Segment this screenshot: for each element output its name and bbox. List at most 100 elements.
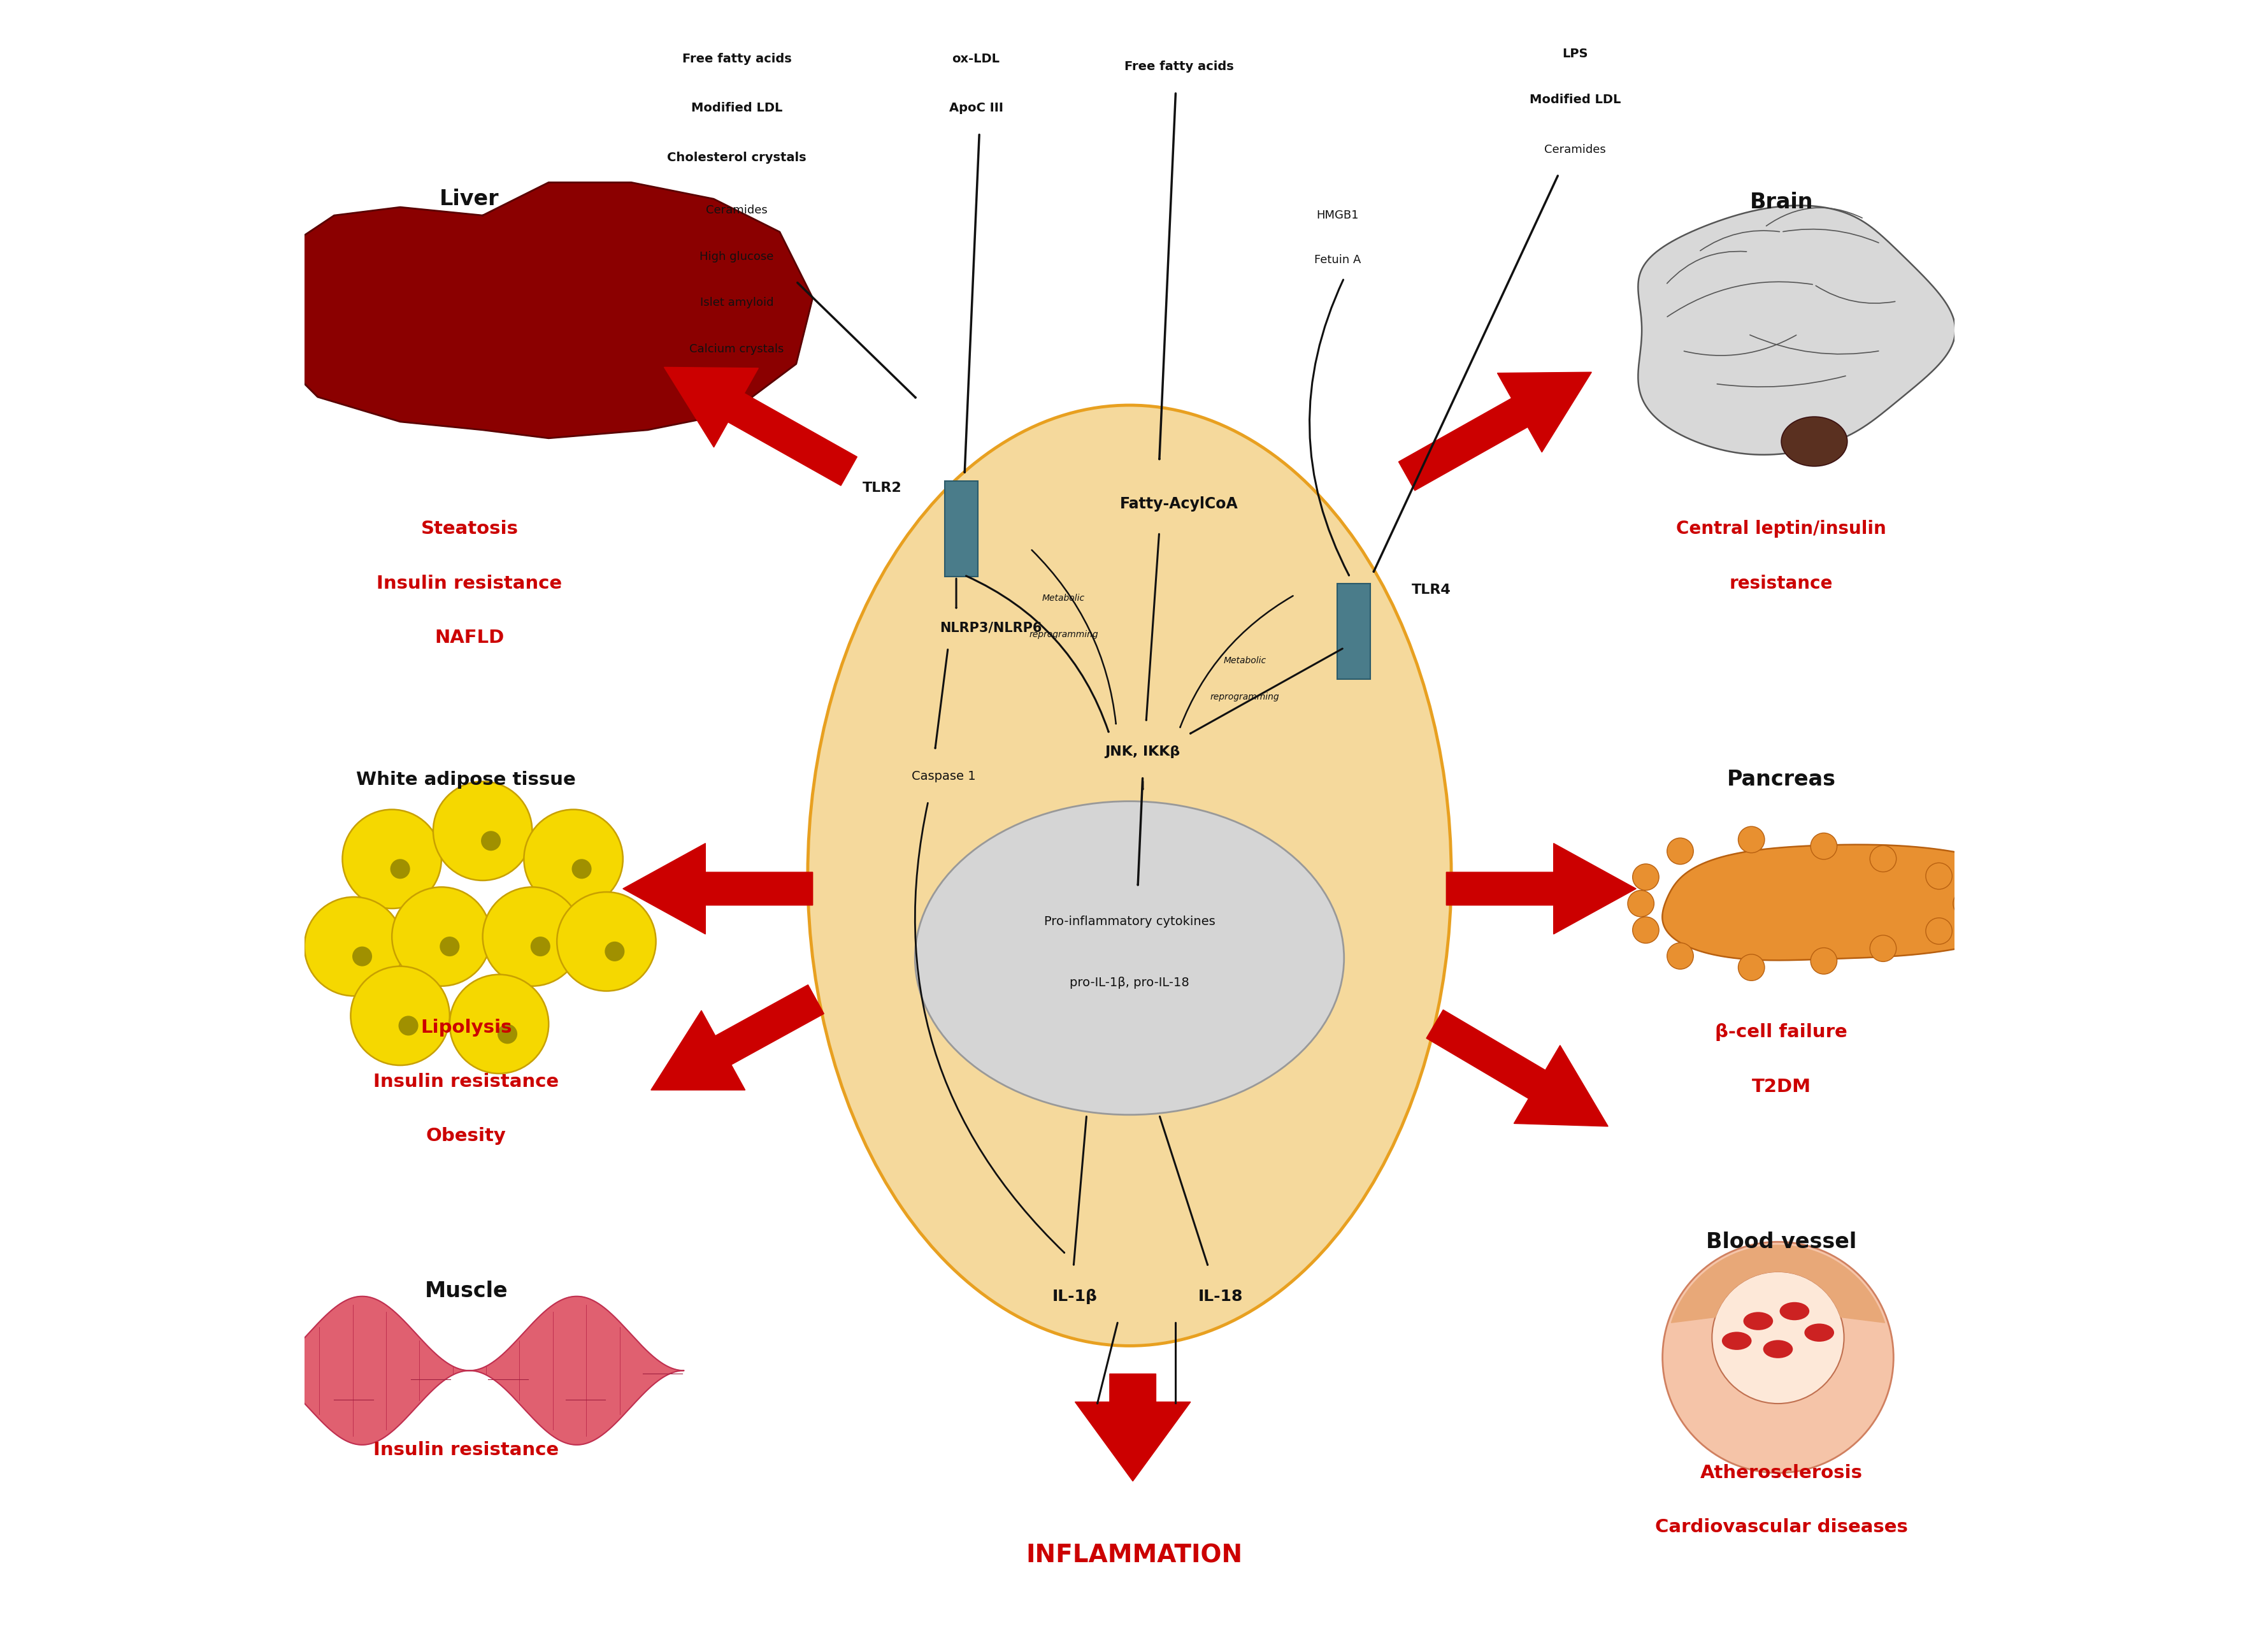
Circle shape (1737, 955, 1764, 981)
Circle shape (1667, 838, 1694, 864)
Text: Steatosis: Steatosis (420, 520, 517, 539)
FancyArrow shape (1425, 1009, 1608, 1127)
Text: T2DM: T2DM (1751, 1077, 1812, 1095)
Text: pro-IL-1β, pro-IL-18: pro-IL-1β, pro-IL-18 (1071, 976, 1188, 990)
Circle shape (434, 781, 533, 881)
Polygon shape (1663, 844, 2042, 960)
Circle shape (1870, 935, 1895, 961)
Bar (944, 481, 978, 577)
Circle shape (1667, 943, 1694, 970)
Text: LPS: LPS (1563, 48, 1588, 59)
Text: IL-18: IL-18 (1197, 1289, 1242, 1303)
Text: Blood vessel: Blood vessel (1706, 1231, 1857, 1252)
Text: Modified LDL: Modified LDL (1529, 94, 1620, 106)
Circle shape (398, 1016, 418, 1036)
Circle shape (450, 975, 549, 1074)
Text: NLRP3/NLRP6: NLRP3/NLRP6 (940, 621, 1041, 634)
Circle shape (524, 809, 623, 909)
Text: Atherosclerosis: Atherosclerosis (1701, 1464, 1861, 1482)
Circle shape (1712, 1272, 1843, 1404)
Text: HMGB1: HMGB1 (1317, 210, 1358, 221)
Circle shape (1870, 846, 1895, 872)
Ellipse shape (1744, 1312, 1773, 1330)
Circle shape (352, 947, 373, 966)
Text: reprogramming: reprogramming (1211, 692, 1279, 702)
Text: Ceramides: Ceramides (707, 205, 768, 216)
Circle shape (1633, 864, 1658, 890)
Text: Free fatty acids: Free fatty acids (682, 53, 791, 64)
Circle shape (483, 887, 581, 986)
Polygon shape (1638, 205, 1956, 454)
Text: White adipose tissue: White adipose tissue (357, 771, 576, 788)
Circle shape (497, 1024, 517, 1044)
Text: ox-LDL: ox-LDL (951, 53, 1001, 64)
Text: Free fatty acids: Free fatty acids (1125, 61, 1233, 73)
Circle shape (391, 887, 490, 986)
Text: Ceramides: Ceramides (1545, 144, 1606, 155)
Circle shape (1954, 890, 1979, 917)
FancyArrow shape (1398, 372, 1593, 491)
Text: Modified LDL: Modified LDL (691, 102, 782, 114)
Text: Insulin resistance: Insulin resistance (373, 1072, 558, 1090)
Text: Fetuin A: Fetuin A (1315, 254, 1360, 266)
Text: Fatty-AcylCoA: Fatty-AcylCoA (1120, 497, 1238, 512)
Ellipse shape (1721, 1332, 1751, 1350)
Circle shape (1737, 826, 1764, 852)
Circle shape (1812, 948, 1837, 975)
Text: TLR2: TLR2 (863, 481, 901, 494)
Text: Brain: Brain (1751, 192, 1814, 213)
Circle shape (305, 897, 404, 996)
Circle shape (1629, 890, 1654, 917)
Text: INFLAMMATION: INFLAMMATION (1026, 1543, 1242, 1568)
Circle shape (605, 942, 623, 961)
Text: NAFLD: NAFLD (434, 629, 504, 648)
Text: Calcium crystals: Calcium crystals (689, 344, 784, 355)
Text: JNK, IKKβ: JNK, IKKβ (1105, 745, 1181, 758)
Text: Pro-inflammatory cytokines: Pro-inflammatory cytokines (1044, 915, 1215, 928)
Circle shape (350, 966, 450, 1066)
Polygon shape (255, 1297, 684, 1446)
Text: Lipolysis: Lipolysis (420, 1018, 513, 1036)
Bar (1337, 583, 1371, 679)
Text: Obesity: Obesity (427, 1127, 506, 1145)
Ellipse shape (1762, 1340, 1794, 1358)
Text: ApoC III: ApoC III (949, 102, 1003, 114)
Polygon shape (251, 182, 813, 438)
Circle shape (343, 809, 441, 909)
Text: resistance: resistance (1730, 575, 1832, 593)
Circle shape (1812, 833, 1837, 859)
Text: Metabolic: Metabolic (1224, 656, 1267, 666)
Ellipse shape (915, 801, 1344, 1115)
FancyArrow shape (651, 985, 825, 1090)
Circle shape (1663, 1242, 1893, 1474)
Ellipse shape (1782, 416, 1848, 466)
Polygon shape (1672, 1246, 1884, 1323)
Text: reprogramming: reprogramming (1028, 629, 1098, 639)
Circle shape (391, 859, 411, 879)
FancyArrow shape (623, 843, 813, 933)
Text: Caspase 1: Caspase 1 (913, 770, 976, 783)
Text: Pancreas: Pancreas (1726, 770, 1837, 790)
FancyArrow shape (664, 367, 856, 486)
Circle shape (481, 831, 501, 851)
FancyArrow shape (1075, 1374, 1190, 1482)
Circle shape (441, 937, 459, 957)
Circle shape (1633, 917, 1658, 943)
Text: Cardiovascular diseases: Cardiovascular diseases (1656, 1518, 1907, 1536)
Text: β-cell failure: β-cell failure (1715, 1023, 1848, 1041)
Text: Cholesterol crystals: Cholesterol crystals (666, 152, 806, 164)
Text: Liver: Liver (441, 188, 499, 210)
Text: Insulin resistance: Insulin resistance (377, 575, 562, 593)
Text: TLR4: TLR4 (1412, 583, 1450, 596)
Text: Muscle: Muscle (425, 1280, 508, 1302)
Ellipse shape (809, 405, 1450, 1346)
Text: Insulin resistance: Insulin resistance (373, 1441, 558, 1459)
Ellipse shape (1805, 1323, 1834, 1341)
Circle shape (1925, 862, 1952, 889)
Ellipse shape (1780, 1302, 1809, 1320)
Circle shape (558, 892, 655, 991)
FancyArrow shape (1446, 843, 1636, 933)
Circle shape (572, 859, 592, 879)
Text: Metabolic: Metabolic (1041, 593, 1084, 603)
Circle shape (1925, 919, 1952, 945)
